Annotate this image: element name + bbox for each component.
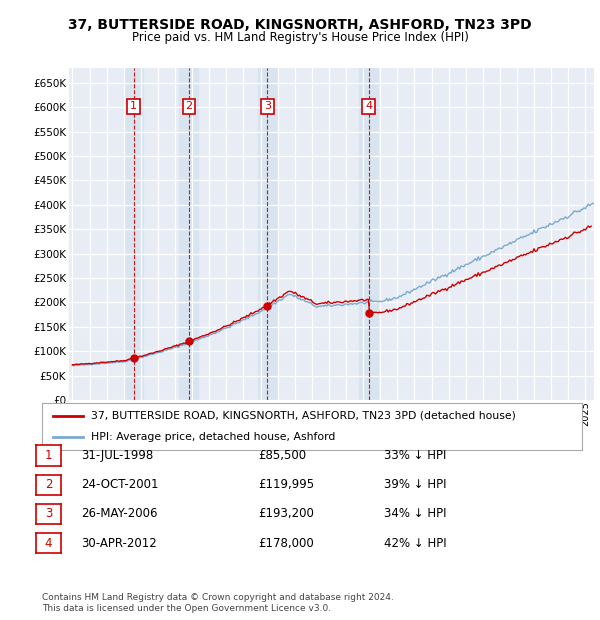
Text: 42% ↓ HPI: 42% ↓ HPI <box>384 537 446 549</box>
Text: 1: 1 <box>130 101 137 112</box>
Text: 3: 3 <box>45 508 52 520</box>
Text: £85,500: £85,500 <box>258 450 306 462</box>
Text: 2: 2 <box>185 101 193 112</box>
Text: 4: 4 <box>45 537 52 549</box>
Text: 34% ↓ HPI: 34% ↓ HPI <box>384 508 446 520</box>
Text: 31-JUL-1998: 31-JUL-1998 <box>81 450 153 462</box>
Text: £193,200: £193,200 <box>258 508 314 520</box>
Bar <box>359 68 378 400</box>
Text: 37, BUTTERSIDE ROAD, KINGSNORTH, ASHFORD, TN23 3PD (detached house): 37, BUTTERSIDE ROAD, KINGSNORTH, ASHFORD… <box>91 410 515 420</box>
Text: £119,995: £119,995 <box>258 479 314 491</box>
Text: 33% ↓ HPI: 33% ↓ HPI <box>384 450 446 462</box>
Text: 3: 3 <box>264 101 271 112</box>
Text: 24-OCT-2001: 24-OCT-2001 <box>81 479 158 491</box>
Text: 4: 4 <box>365 101 373 112</box>
Text: 30-APR-2012: 30-APR-2012 <box>81 537 157 549</box>
Bar <box>124 68 143 400</box>
Text: 26-MAY-2006: 26-MAY-2006 <box>81 508 157 520</box>
Text: 2: 2 <box>45 479 52 491</box>
Text: 37, BUTTERSIDE ROAD, KINGSNORTH, ASHFORD, TN23 3PD: 37, BUTTERSIDE ROAD, KINGSNORTH, ASHFORD… <box>68 18 532 32</box>
Text: £178,000: £178,000 <box>258 537 314 549</box>
Bar <box>179 68 198 400</box>
Text: 1: 1 <box>45 450 52 462</box>
Text: Price paid vs. HM Land Registry's House Price Index (HPI): Price paid vs. HM Land Registry's House … <box>131 31 469 43</box>
Bar <box>258 68 277 400</box>
Text: HPI: Average price, detached house, Ashford: HPI: Average price, detached house, Ashf… <box>91 432 335 442</box>
Text: Contains HM Land Registry data © Crown copyright and database right 2024.
This d: Contains HM Land Registry data © Crown c… <box>42 593 394 613</box>
Text: 39% ↓ HPI: 39% ↓ HPI <box>384 479 446 491</box>
